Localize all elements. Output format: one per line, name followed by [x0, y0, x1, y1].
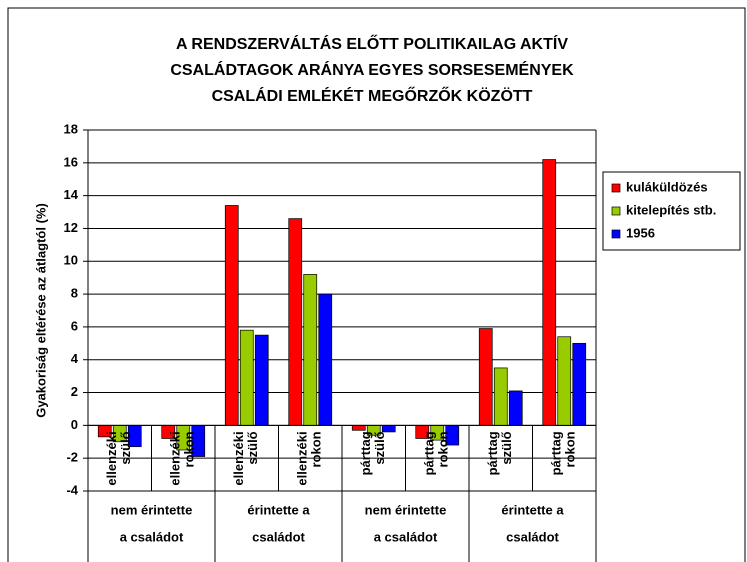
chart-title: CSALÁDI EMLÉKÉT MEGŐRZŐK KÖZÖTT: [212, 86, 533, 105]
y-tick-label: 12: [64, 220, 78, 235]
y-tick-label: 4: [71, 351, 79, 366]
legend-swatch: [611, 206, 621, 216]
x-tick-label: szülő: [499, 431, 514, 464]
y-tick-label: -4: [66, 482, 78, 497]
y-axis-label: Gyakoriság eltérése az átlagtól (%): [33, 203, 48, 418]
bar: [224, 205, 239, 426]
group-label: nem érintette: [365, 502, 447, 517]
y-tick-label: 10: [64, 253, 78, 268]
group-label: családot: [506, 529, 559, 544]
x-tick-label: rokon: [563, 431, 578, 467]
bar: [239, 329, 254, 426]
y-tick-label: 0: [71, 417, 78, 432]
bar: [478, 328, 493, 426]
legend-label: kitelepítés stb.: [626, 202, 716, 217]
group-label: érintette a: [501, 502, 564, 517]
x-tick-label: ellenzéki: [168, 431, 183, 485]
bar: [381, 425, 396, 433]
chart-title: A RENDSZERVÁLTÁS ELŐTT POLITIKAILAG AKTÍ…: [176, 34, 568, 53]
x-tick-label: rokon: [436, 431, 451, 467]
x-tick-label: szülő: [118, 431, 133, 464]
bar: [508, 390, 523, 426]
y-tick-label: 18: [64, 121, 78, 136]
x-tick-label: ellenzéki: [295, 431, 310, 485]
x-tick-label: párttag: [485, 431, 500, 475]
legend-swatch: [611, 229, 621, 239]
y-tick-label: 6: [71, 318, 78, 333]
bar: [303, 274, 318, 426]
chart-title: CSALÁDTAGOK ARÁNYA EGYES SORSESEMÉNYEK: [170, 60, 574, 79]
x-tick-label: ellenzéki: [231, 431, 246, 485]
y-tick-label: 2: [71, 384, 78, 399]
x-tick-label: szülő: [372, 431, 387, 464]
y-tick-label: -2: [66, 450, 78, 465]
x-tick-label: rokon: [309, 431, 324, 467]
bar: [254, 334, 269, 426]
group-label: érintette a: [247, 502, 310, 517]
legend-swatch: [611, 183, 621, 193]
bar: [493, 367, 508, 426]
group-label: a családot: [120, 529, 184, 544]
x-tick-label: párttag: [422, 431, 437, 475]
bar: [288, 218, 303, 426]
group-label: a családot: [374, 529, 438, 544]
x-tick-label: rokon: [182, 431, 197, 467]
legend-label: 1956: [626, 225, 655, 240]
y-tick-label: 16: [64, 154, 78, 169]
bar: [572, 342, 587, 426]
x-tick-label: szülő: [245, 431, 260, 464]
x-tick-label: párttag: [358, 431, 373, 475]
legend: [602, 171, 741, 251]
x-tick-label: ellenzéki: [104, 431, 119, 485]
y-tick-label: 8: [71, 286, 78, 301]
bar: [318, 293, 333, 426]
bar: [557, 336, 572, 426]
group-label: nem érintette: [111, 502, 193, 517]
y-tick-label: 14: [64, 187, 79, 202]
bar: [542, 159, 557, 426]
legend-label: kuláküldözés: [626, 179, 708, 194]
bar: [351, 425, 366, 431]
chart-frame: [7, 7, 746, 562]
x-tick-label: párttag: [549, 431, 564, 475]
group-label: családot: [252, 529, 305, 544]
